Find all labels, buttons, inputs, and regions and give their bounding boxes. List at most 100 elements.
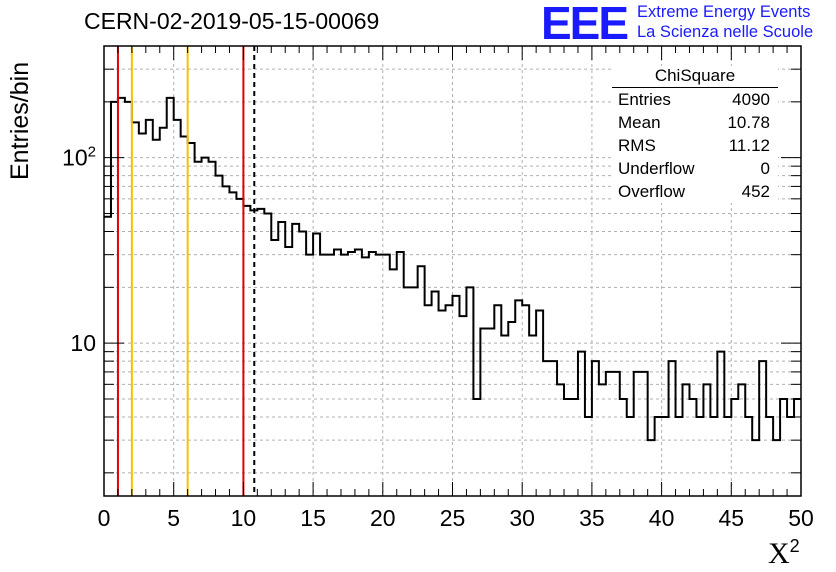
x-axis-label: X2 (768, 536, 800, 571)
histogram-bin (285, 247, 292, 496)
x-tick-label: 5 (167, 505, 180, 531)
stats-box-title: ChiSquare (612, 66, 778, 88)
histogram-bin (369, 252, 376, 496)
x-tick-label: 0 (98, 505, 111, 531)
histogram-bin (153, 140, 160, 496)
grid-lines (104, 46, 801, 496)
histogram-bin (738, 384, 745, 496)
histogram-bin (696, 417, 703, 496)
histogram-bin (731, 399, 738, 496)
histogram-bin (557, 384, 564, 496)
histogram-bin (313, 234, 320, 496)
x-axis-label-superscript: 2 (789, 536, 800, 556)
histogram-bin (717, 352, 724, 496)
histogram-bin (125, 102, 132, 496)
x-tick-label: 40 (649, 505, 675, 531)
x-tick-label: 45 (719, 505, 745, 531)
stats-label: Underflow (618, 159, 695, 178)
histogram-bin (229, 192, 236, 496)
histogram-bin (306, 255, 313, 496)
histogram-bin (487, 328, 494, 496)
stats-value: 10.78 (727, 113, 770, 132)
histogram-bin (174, 120, 181, 496)
histogram-bin (383, 255, 390, 496)
histogram-step-line (104, 96, 801, 442)
histogram-bin (634, 372, 641, 496)
histogram-bin (181, 137, 188, 496)
histogram-bin (341, 255, 348, 496)
y-tick-label: 102 (62, 144, 96, 171)
stats-value: 4090 (732, 90, 770, 109)
histogram-bin (146, 120, 153, 496)
histogram-bin (418, 266, 425, 496)
histogram-bin (195, 162, 202, 496)
histogram-bin (453, 296, 460, 496)
histogram-bin (543, 361, 550, 496)
chart-title: CERN-02-2019-05-15-00069 (84, 8, 380, 34)
histogram-bin (536, 311, 543, 496)
marker-lines (116, 46, 256, 496)
histogram-bin (710, 417, 717, 496)
logo-line-1: Extreme Energy Events (637, 3, 811, 21)
histogram-bin (787, 417, 794, 496)
histogram-bin (648, 440, 655, 496)
histogram-bin (320, 255, 327, 496)
histogram-series (104, 96, 801, 496)
histogram-bin (703, 384, 710, 496)
histogram-bin (327, 255, 334, 496)
histogram-bin (676, 417, 683, 496)
histogram-bin (104, 217, 111, 496)
histogram-bin (278, 222, 285, 496)
stats-row-entries: Entries 4090 (612, 88, 778, 111)
histogram-bin (446, 305, 453, 496)
stats-value: 452 (741, 182, 770, 201)
y-tick-label: 10 (70, 330, 96, 356)
histogram-bin (271, 240, 278, 496)
histogram-bin (202, 158, 209, 496)
histogram-bin (376, 255, 383, 496)
histogram-bin (522, 305, 529, 496)
histogram-bin (111, 102, 118, 496)
histogram-bin (299, 231, 306, 496)
histogram-bin (132, 122, 139, 496)
histogram-bin (480, 328, 487, 496)
histogram-bin (585, 417, 592, 496)
histogram-bin (473, 399, 480, 496)
histogram-bin (550, 361, 557, 496)
histogram-bin (759, 361, 766, 496)
histogram-bin (390, 269, 397, 496)
stats-row-overflow: Overflow 452 (612, 180, 778, 203)
histogram-bin (397, 252, 404, 496)
x-axis-label-base: X (768, 537, 790, 570)
eee-logo: EEE (541, 0, 629, 49)
histogram-bin (627, 417, 634, 496)
histogram-bin (243, 206, 250, 496)
histogram-bin (439, 311, 446, 496)
stats-label: Entries (618, 90, 671, 109)
x-tick-label: 20 (370, 505, 396, 531)
histogram-bin (432, 291, 439, 496)
histogram-bin (466, 287, 473, 496)
stats-value: 11.12 (728, 136, 770, 155)
stats-row-mean: Mean 10.78 (612, 111, 778, 134)
histogram-bin (404, 287, 411, 496)
histogram-bin (606, 372, 613, 496)
histogram-bin (752, 440, 759, 496)
histogram-bin (641, 372, 648, 496)
histogram-bin (689, 399, 696, 496)
histogram-bin (167, 98, 174, 496)
histogram-bin (745, 417, 752, 496)
histogram-bin (334, 249, 341, 496)
histogram-bin (494, 305, 501, 496)
histogram-bin (578, 352, 585, 496)
histogram-bin (160, 128, 167, 496)
histogram-bin (655, 417, 662, 496)
histogram-bin (292, 224, 299, 496)
histogram-bin (355, 249, 362, 496)
histogram-bin (411, 287, 418, 496)
histogram-bin (571, 399, 578, 496)
histogram-bin (599, 384, 606, 496)
histogram-bin (264, 214, 271, 496)
stats-row-rms: RMS 11.12 (612, 134, 778, 157)
